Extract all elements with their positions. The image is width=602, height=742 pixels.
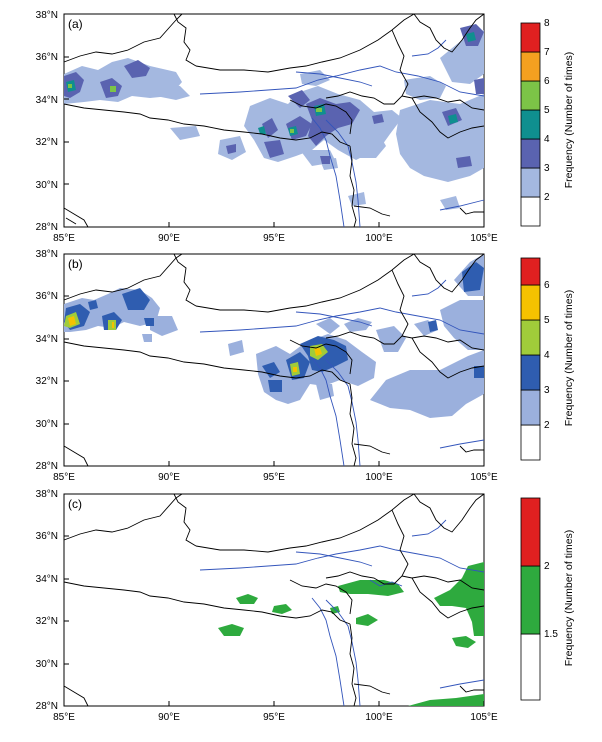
x-tick-labels-a: 85°E 90°E 95°E 100°E 105°E <box>53 233 498 244</box>
legend-swatch <box>520 565 541 635</box>
x-tick-labels-b: 85°E 90°E 95°E 100°E 105°E <box>53 472 498 483</box>
legend-swatch <box>520 167 541 198</box>
legend-swatch <box>520 284 541 321</box>
legend-label: 2 <box>544 561 550 572</box>
legend-label: 4 <box>544 350 550 361</box>
legend-label: 2 <box>544 192 550 203</box>
legend-title-a: Frequency (Number of times) <box>563 52 575 189</box>
x-tick-label: 85°E <box>53 472 75 483</box>
y-tick-label: 28°N <box>36 461 58 472</box>
x-tick-label: 100°E <box>365 712 393 723</box>
y-tick-label: 38°N <box>36 489 58 500</box>
y-tick-labels-c: 28°N 30°N 32°N 34°N 36°N 38°N <box>36 489 58 712</box>
boundaries-a <box>63 13 485 228</box>
y-tick-label: 30°N <box>36 419 58 430</box>
color-legend-c <box>520 497 541 701</box>
legend-label: 4 <box>544 134 550 145</box>
x-tick-label: 95°E <box>263 233 285 244</box>
panel-c: (c) 28°N 30°N 32°N 34°N 36°N 38°N 85°E 9… <box>36 489 575 723</box>
map-frame-c <box>63 493 485 707</box>
legend-swatch <box>520 319 541 356</box>
legend-swatch <box>520 424 541 461</box>
x-tick-label: 95°E <box>263 712 285 723</box>
legend-swatch <box>520 22 541 53</box>
panel-label-a: (a) <box>68 17 83 31</box>
x-tick-label: 105°E <box>470 712 498 723</box>
y-tick-label: 36°N <box>36 531 58 542</box>
legend-label: 2 <box>544 420 550 431</box>
legend-swatch <box>520 633 541 701</box>
x-tick-label: 90°E <box>158 712 180 723</box>
rivers-a <box>199 39 485 228</box>
x-tick-label: 85°E <box>53 712 75 723</box>
frequency-contours-c <box>218 562 484 706</box>
panel-a: (a) 28°N 30°N 32°N 34°N 36°N 38°N 85°E 9… <box>36 10 575 244</box>
y-tick-label: 36°N <box>36 52 58 63</box>
legend-labels-c: 1.5 2 <box>544 561 558 640</box>
legend-swatch <box>520 51 541 82</box>
color-legend-a <box>520 22 541 227</box>
y-tick-label: 28°N <box>36 701 58 712</box>
y-tick-label: 34°N <box>36 95 58 106</box>
legend-title-b: Frequency (Number of times) <box>563 290 575 427</box>
legend-label: 3 <box>544 163 550 174</box>
y-tick-label: 38°N <box>36 249 58 260</box>
y-tick-label: 34°N <box>36 574 58 585</box>
y-tick-label: 32°N <box>36 137 58 148</box>
legend-labels-b: 2 3 4 5 6 <box>544 280 550 431</box>
y-tick-label: 36°N <box>36 291 58 302</box>
y-tick-labels-b: 28°N 30°N 32°N 34°N 36°N 38°N <box>36 249 58 472</box>
y-tick-label: 32°N <box>36 616 58 627</box>
color-legend-b <box>520 257 541 461</box>
y-tick-label: 38°N <box>36 10 58 21</box>
legend-swatch <box>520 497 541 567</box>
legend-swatch <box>520 138 541 169</box>
x-tick-label: 90°E <box>158 233 180 244</box>
legend-labels-a: 2 3 4 5 6 7 8 <box>544 18 550 203</box>
legend-swatch <box>520 80 541 111</box>
legend-swatch <box>520 257 541 286</box>
rivers-c <box>199 519 485 707</box>
panel-label-c: (c) <box>68 497 82 511</box>
legend-label: 8 <box>544 18 550 29</box>
legend-label: 7 <box>544 47 550 58</box>
axis-ticks-c <box>63 493 485 707</box>
legend-title-c: Frequency (Number of times) <box>563 530 575 667</box>
y-tick-label: 34°N <box>36 334 58 345</box>
y-tick-label: 30°N <box>36 180 58 191</box>
axis-ticks-b <box>63 253 485 467</box>
legend-label: 6 <box>544 280 550 291</box>
legend-label: 6 <box>544 76 550 87</box>
x-tick-label: 105°E <box>470 472 498 483</box>
boundaries-b <box>63 253 485 467</box>
legend-label: 1.5 <box>544 629 558 640</box>
x-tick-label: 90°E <box>158 472 180 483</box>
x-tick-label: 85°E <box>53 233 75 244</box>
x-tick-label: 100°E <box>365 472 393 483</box>
boundaries-c <box>63 493 485 707</box>
x-tick-label: 105°E <box>470 233 498 244</box>
axis-ticks-a <box>63 13 485 228</box>
x-tick-label: 95°E <box>263 472 285 483</box>
panel-label-b: (b) <box>68 257 83 271</box>
panel-b: (b) 28°N 30°N 32°N 34°N 36°N 38°N 85°E 9… <box>36 249 575 483</box>
legend-swatch <box>520 196 541 227</box>
legend-label: 5 <box>544 315 550 326</box>
y-tick-labels-a: 28°N 30°N 32°N 34°N 36°N 38°N <box>36 10 58 233</box>
legend-swatch <box>520 389 541 426</box>
x-tick-labels-c: 85°E 90°E 95°E 100°E 105°E <box>53 712 498 723</box>
legend-label: 3 <box>544 385 550 396</box>
y-tick-label: 32°N <box>36 376 58 387</box>
rivers-b <box>199 279 485 467</box>
legend-label: 5 <box>544 105 550 116</box>
frequency-contours-a <box>64 24 484 210</box>
x-tick-label: 100°E <box>365 233 393 244</box>
legend-swatch <box>520 354 541 391</box>
y-tick-label: 28°N <box>36 222 58 233</box>
y-tick-label: 30°N <box>36 659 58 670</box>
legend-swatch <box>520 109 541 140</box>
